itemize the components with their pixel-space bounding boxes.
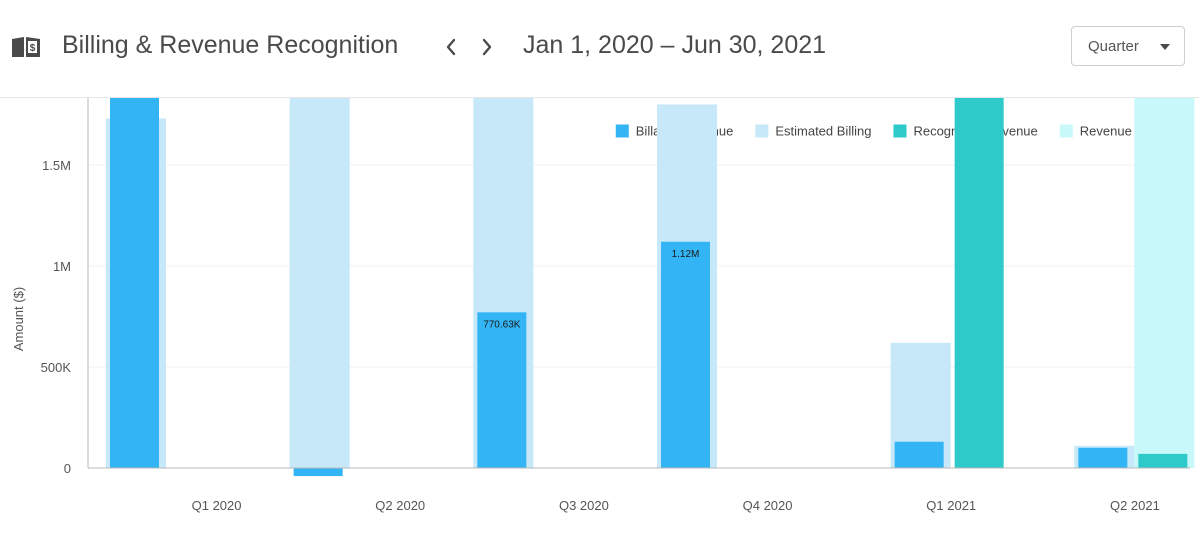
x-tick-label: Q3 2020 — [559, 498, 609, 513]
legend-swatch — [615, 124, 629, 138]
legend-swatch — [755, 124, 769, 138]
book-dollar-icon: $ — [12, 37, 40, 57]
legend-swatch — [893, 124, 907, 138]
x-tick-label: Q1 2020 — [192, 498, 242, 513]
data-label: 1.91M — [121, 98, 149, 100]
svg-text:$: $ — [30, 43, 36, 54]
date-range-label: Jan 1, 2020 – Jun 30, 2021 — [523, 31, 827, 59]
x-tick-label: Q2 2021 — [1110, 498, 1160, 513]
bar-revenue-forecast — [1134, 98, 1195, 469]
period-select-value: Quarter — [1088, 38, 1139, 55]
bar-recognized-revenue — [954, 98, 1004, 468]
previous-period-button[interactable] — [440, 33, 462, 61]
x-tick-label: Q2 2020 — [375, 498, 425, 513]
bar-billable-revenue — [110, 98, 159, 469]
data-label: 770.63K — [483, 319, 521, 330]
legend-item[interactable]: Estimated Billing — [755, 124, 871, 139]
bar-billable-revenue — [661, 241, 710, 468]
next-period-button[interactable] — [476, 33, 498, 61]
x-tick-label: Q4 2020 — [743, 498, 793, 513]
period-select[interactable]: Quarter — [1071, 26, 1185, 66]
y-tick-label: 500K — [41, 360, 72, 375]
bar-billable-revenue — [477, 312, 527, 468]
revenue-chart: Billable RevenueEstimated BillingRecogni… — [11, 98, 1195, 513]
page-header: $ Billing & Revenue Recognition Jan 1, 2… — [0, 0, 1199, 98]
x-axis: Q1 2020 Q2 2020 Q3 2020 Q4 2020 Q1 2021 Q2 20… — [88, 467, 1190, 513]
y-tick-label: 0 — [64, 461, 71, 476]
data-label: 1.12M — [672, 249, 700, 260]
y-tick-label: 1M — [53, 259, 71, 274]
legend-label: Estimated Billing — [775, 124, 871, 139]
bar-billable-revenue — [1078, 447, 1128, 468]
y-axis-title: Amount ($) — [11, 287, 26, 351]
y-tick-label: 1.5M — [42, 158, 71, 173]
bar-billable-revenue — [894, 441, 944, 468]
chevron-left-icon — [446, 38, 456, 56]
legend-swatch — [1059, 124, 1073, 138]
chevron-right-icon — [482, 38, 492, 56]
page-title: Billing & Revenue Recognition — [62, 31, 399, 59]
chart-grid — [88, 164, 1190, 368]
bar-recognized-revenue — [1138, 453, 1188, 468]
caret-down-icon — [1160, 44, 1170, 50]
x-tick-label: Q1 2021 — [926, 498, 976, 513]
bar-billable-revenue — [293, 468, 343, 477]
bar-estimated-billing — [289, 98, 350, 468]
